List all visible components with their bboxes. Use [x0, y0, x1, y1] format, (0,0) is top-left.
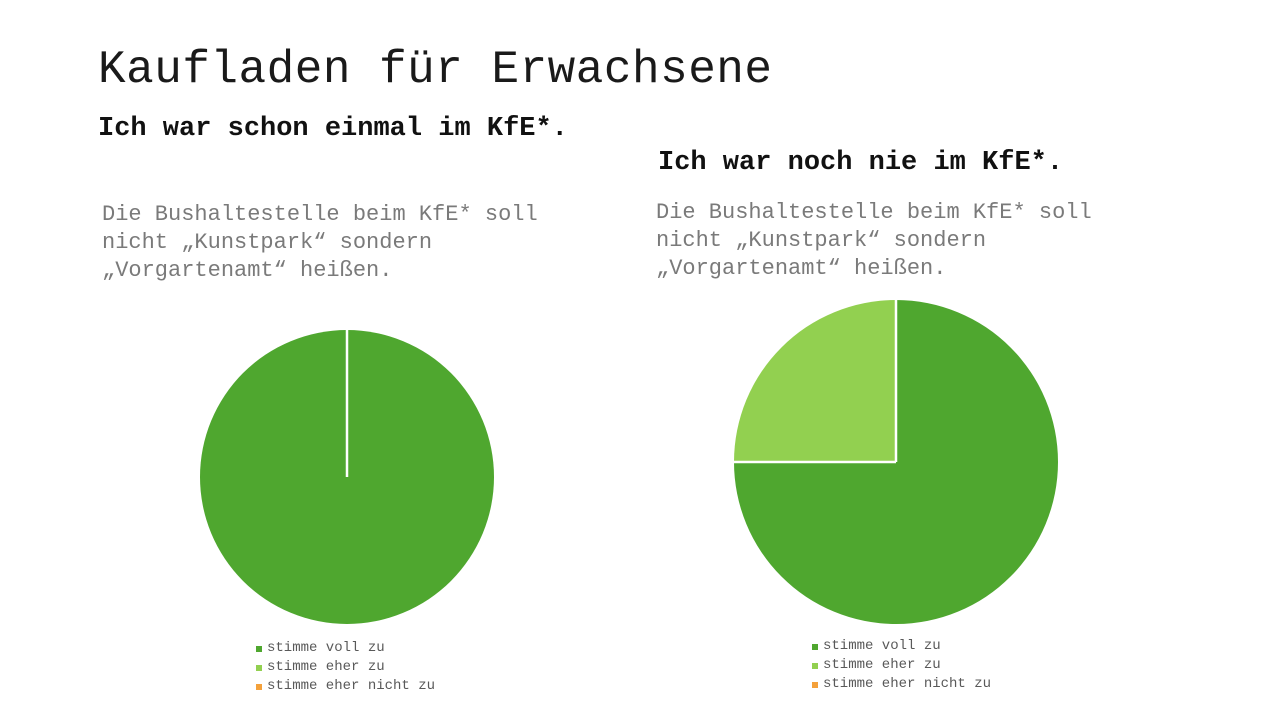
legend-item: stimme eher nicht zu	[812, 675, 991, 694]
legend-label: stimme voll zu	[267, 640, 385, 656]
legend-item: stimme eher nicht zu	[256, 677, 435, 696]
legend-item: stimme eher zu	[256, 658, 435, 677]
legend-right: stimme voll zu stimme eher zu stimme ehe…	[812, 637, 991, 694]
legend-label: stimme eher nicht zu	[267, 678, 436, 694]
legend-swatch	[256, 664, 262, 671]
legend-swatch	[812, 681, 818, 688]
legend-label: stimme eher nicht zu	[823, 676, 992, 692]
slide-title: Kaufladen für Erwachsene	[98, 44, 773, 96]
legend-label: stimme eher zu	[823, 657, 941, 673]
question-text-right: Die Bushaltestelle beim KfE* soll nicht …	[656, 200, 1092, 281]
pie-chart-right	[734, 300, 1058, 624]
legend-label: stimme voll zu	[823, 638, 941, 654]
legend-swatch	[812, 643, 818, 650]
legend-label: stimme eher zu	[267, 659, 385, 675]
legend-item: stimme voll zu	[812, 637, 991, 656]
pie-chart-left	[200, 330, 494, 624]
pie-slice-stimme-eher-zu	[734, 300, 896, 462]
legend-left: stimme voll zu stimme eher zu stimme ehe…	[256, 639, 435, 696]
legend-item: stimme eher zu	[812, 656, 991, 675]
legend-item: stimme voll zu	[256, 639, 435, 658]
legend-swatch	[256, 645, 262, 652]
panel-heading-left: Ich war schon einmal im KfE*.	[98, 114, 568, 144]
legend-swatch	[812, 662, 818, 669]
question-text-left: Die Bushaltestelle beim KfE* soll nicht …	[102, 202, 538, 283]
panel-heading-right: Ich war noch nie im KfE*.	[658, 148, 1064, 178]
legend-swatch	[256, 683, 262, 690]
